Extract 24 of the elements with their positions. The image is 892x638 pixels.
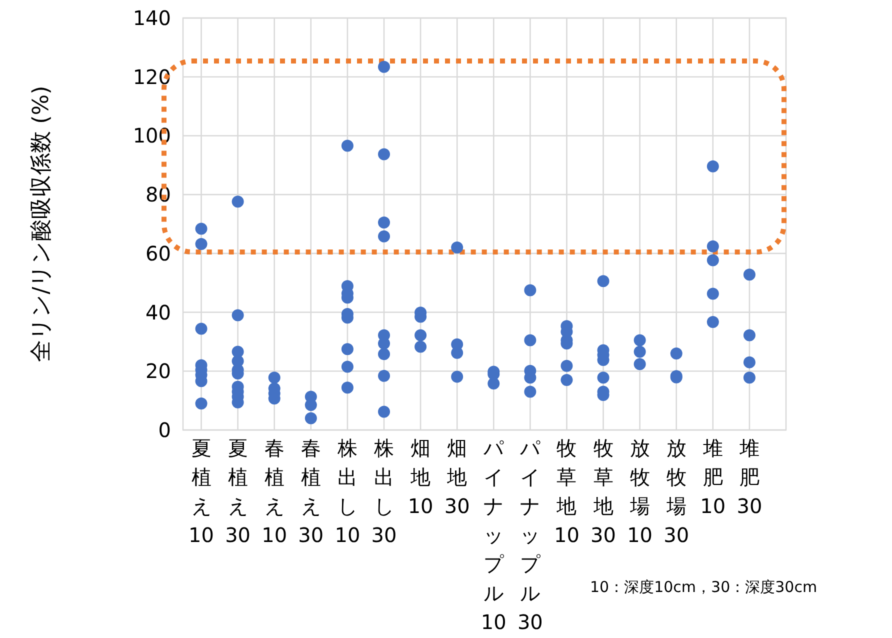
text: 10：深度10cm，30：深度30cm bbox=[590, 578, 818, 596]
y-tick-label: 40 bbox=[146, 300, 171, 324]
x-tick-label: 畑地30 bbox=[444, 436, 470, 518]
x-tick-label: 夏植え10 bbox=[188, 436, 214, 547]
x-tick-label: 放牧場10 bbox=[627, 436, 653, 547]
x-tick-label: 夏植え30 bbox=[225, 436, 251, 547]
x-tick-label: 放牧場30 bbox=[664, 436, 690, 547]
x-tick-label: 畑地10 bbox=[408, 436, 434, 518]
x-tick-label: 堆肥10 bbox=[700, 436, 726, 518]
x-tick-label: 株出し10 bbox=[334, 436, 360, 547]
x-tick-label: 堆肥30 bbox=[736, 436, 762, 518]
y-tick-label: 20 bbox=[146, 359, 171, 384]
y-tick-label: 120 bbox=[132, 64, 171, 89]
y-axis-title: 全リン/リン酸吸収係数 (%) bbox=[29, 86, 54, 362]
x-tick-label: 春植え10 bbox=[262, 436, 288, 547]
y-tick-label: 140 bbox=[132, 6, 171, 30]
x-tick-label: 春植え30 bbox=[298, 436, 324, 547]
y-tick-label: 60 bbox=[146, 241, 171, 266]
x-tick-label: 牧草地30 bbox=[590, 436, 616, 547]
x-tick-label: 牧草地10 bbox=[554, 436, 580, 547]
y-tick-label: 0 bbox=[158, 418, 171, 442]
x-tick-label: パイナップル30 bbox=[517, 436, 543, 634]
x-tick-label: 株出し30 bbox=[371, 436, 397, 547]
x-tick-label: パイナップル10 bbox=[480, 436, 506, 634]
